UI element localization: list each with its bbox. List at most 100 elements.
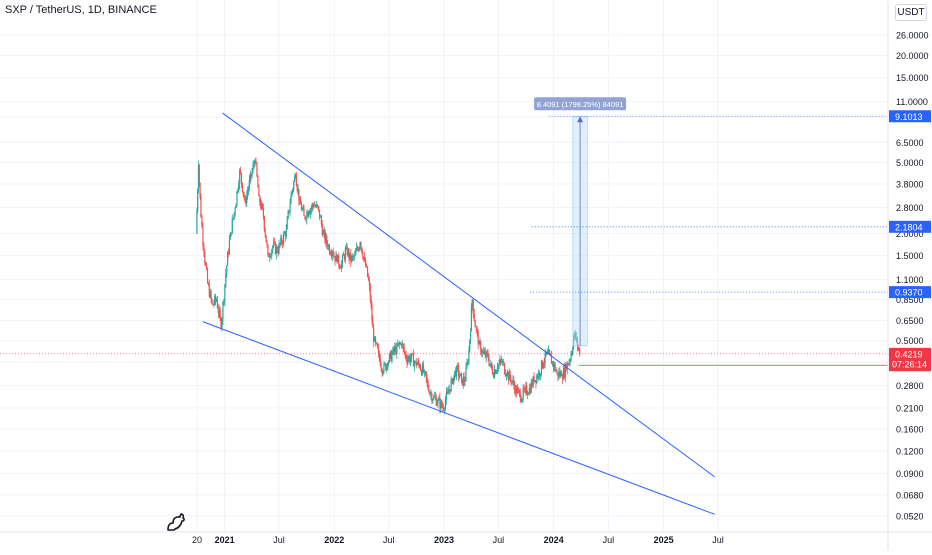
- candle-body: [333, 256, 335, 257]
- candle-body: [469, 331, 472, 340]
- candle-body: [409, 356, 411, 363]
- candle-body: [332, 251, 334, 257]
- candle-body: [361, 247, 363, 254]
- candle-body: [439, 397, 441, 409]
- candle-body: [202, 226, 204, 245]
- candle-body: [386, 364, 388, 371]
- candle-body: [328, 245, 331, 253]
- candle-body: [575, 337, 577, 339]
- symbol-title[interactable]: SXP / TetherUS, 1D, BINANCE: [5, 4, 157, 16]
- candle-body: [571, 352, 573, 355]
- candle-body: [450, 379, 452, 392]
- candle-body: [375, 342, 378, 344]
- candle-body: [481, 352, 483, 354]
- candle-body: [436, 403, 438, 406]
- candle-body: [352, 255, 354, 257]
- candle-body: [260, 203, 263, 209]
- candle-body: [390, 351, 392, 362]
- candle-body: [441, 401, 443, 407]
- candle-body: [457, 365, 460, 377]
- candle-body: [306, 212, 308, 220]
- candle-body: [215, 299, 218, 301]
- candle-body: [234, 208, 236, 213]
- candle-body: [531, 381, 533, 387]
- candle-body: [200, 196, 202, 217]
- candle-body: [538, 372, 541, 376]
- candle-body: [374, 337, 376, 342]
- candle-body: [313, 205, 315, 207]
- candle-body: [323, 230, 325, 233]
- candle-body: [483, 351, 485, 354]
- candle-body: [271, 249, 273, 256]
- candle-body: [294, 176, 296, 182]
- candle-body: [449, 389, 451, 392]
- candle-body: [541, 360, 544, 369]
- currency-button[interactable]: USDT: [895, 4, 927, 21]
- candle-body: [487, 353, 489, 359]
- candle-body: [387, 363, 389, 365]
- candle-body: [304, 215, 306, 219]
- candle-body: [300, 204, 303, 211]
- candle-body: [322, 232, 324, 235]
- x-tick-label: Jul: [273, 535, 285, 545]
- candle-body: [512, 380, 514, 383]
- candle-body: [206, 269, 209, 284]
- candle-body: [372, 320, 374, 328]
- x-tick-label: Jul: [383, 535, 395, 545]
- tradingview-logo-icon[interactable]: [165, 512, 187, 532]
- candle-body: [316, 204, 318, 207]
- candle-body: [308, 211, 310, 217]
- candle-body: [254, 160, 256, 165]
- candle-body: [513, 380, 515, 386]
- y-tick-label: 2.8000: [896, 203, 924, 213]
- candle-body: [397, 344, 399, 347]
- candle-body: [412, 353, 415, 367]
- measure-label-bg: [534, 97, 627, 111]
- candle-body: [549, 353, 552, 356]
- candle-body: [228, 239, 231, 254]
- candle-body: [359, 242, 361, 248]
- y-tick-label: 15.0000: [896, 73, 929, 83]
- candle-body: [411, 353, 414, 355]
- target-level-badge-bg: [889, 286, 931, 299]
- candle-body: [283, 233, 286, 234]
- candle-body: [416, 363, 418, 366]
- candle-body: [399, 343, 402, 345]
- candle-body: [374, 337, 377, 343]
- candle-body: [525, 385, 527, 391]
- candle-body: [245, 201, 247, 204]
- candle-body: [275, 247, 277, 254]
- candle-body: [258, 187, 260, 196]
- candle-body: [542, 362, 545, 369]
- candle-body: [345, 247, 347, 249]
- candle-body: [548, 349, 551, 354]
- candle-body: [433, 397, 435, 400]
- candle-body: [493, 373, 495, 378]
- candle-body: [220, 318, 222, 328]
- y-tick-label: 0.2800: [896, 381, 924, 391]
- candle-body: [558, 371, 560, 377]
- candle-body: [346, 247, 348, 255]
- candle-body: [481, 350, 484, 354]
- candle-body: [273, 242, 276, 244]
- candle-body: [231, 218, 233, 234]
- candle-body: [268, 254, 270, 258]
- candle-body: [428, 389, 430, 393]
- candle-body: [557, 372, 559, 377]
- candle-body: [230, 232, 232, 234]
- x-tick-label: 2022: [324, 535, 344, 545]
- candle-body: [552, 361, 554, 367]
- candle-body: [562, 368, 565, 380]
- candle-body: [223, 300, 225, 303]
- candle-body: [545, 352, 547, 355]
- candle-body: [233, 212, 235, 218]
- candle-body: [284, 233, 286, 237]
- candle-body: [222, 302, 224, 320]
- y-tick-label: 26.0000: [896, 31, 929, 41]
- candle-body: [298, 188, 300, 201]
- candle-body: [342, 255, 345, 257]
- candle-body: [556, 370, 558, 373]
- candle-body: [296, 185, 298, 191]
